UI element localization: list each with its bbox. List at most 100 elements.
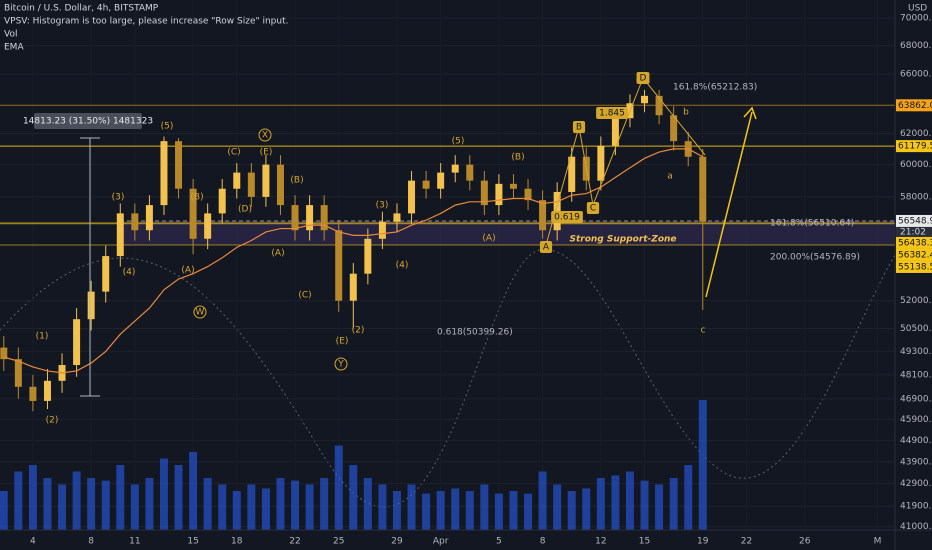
- x-tick-label: 15: [187, 537, 198, 547]
- volume-bar: [72, 471, 81, 530]
- y-tick-label: 49300.00: [900, 347, 932, 357]
- x-tick-label: 18: [231, 537, 243, 547]
- axis-labels: 70000.00 68000.00 66000.00 62000.00 60000.00…: [30, 14, 932, 547]
- volume-bar: [349, 465, 358, 530]
- volume-bar: [582, 488, 591, 530]
- volume-bar: [28, 465, 37, 530]
- candle-body: [422, 180, 430, 189]
- y-tick-label: 45900.00: [900, 415, 932, 425]
- y-tick-label: 50500.00: [900, 324, 932, 334]
- wave-label: (A): [271, 249, 284, 259]
- volume-bar: [538, 471, 547, 530]
- candle-body: [218, 188, 226, 214]
- price-label-box: [896, 260, 932, 273]
- fib-label: 0.618(50399.26): [437, 328, 513, 338]
- volume-bar: [378, 484, 387, 530]
- pattern-label: B: [576, 123, 582, 133]
- x-tick-label: 29: [391, 537, 403, 547]
- candle-body: [539, 200, 547, 231]
- volume-bar: [436, 491, 445, 530]
- pattern-label: 1.845: [599, 109, 625, 119]
- wave-label: X: [262, 131, 268, 141]
- candle-body: [0, 347, 8, 360]
- wave-label: (5): [452, 137, 465, 147]
- projection-arrow: [705, 111, 753, 298]
- y-tick-label: 58000.00: [900, 192, 932, 202]
- candle-body: [291, 205, 299, 231]
- y-tick-label: 52000.00: [900, 296, 932, 306]
- wave-label: (A): [181, 266, 194, 276]
- wave-label: (3): [376, 201, 389, 211]
- candle-body: [641, 95, 649, 104]
- candle-body: [524, 188, 532, 201]
- wave-label: (E): [260, 148, 273, 158]
- wave-label: c: [701, 326, 706, 336]
- volume-bar: [451, 488, 460, 530]
- wave-label: (4): [123, 268, 136, 278]
- x-tick-label: Apr: [433, 537, 449, 547]
- volume-bar: [247, 484, 256, 530]
- x-tick-label: 15: [639, 537, 650, 547]
- pattern-label: D: [640, 74, 647, 84]
- volume-bar: [684, 465, 693, 530]
- volume-bar: [524, 493, 533, 530]
- ema-line: [3, 148, 704, 374]
- x-tick-label: 22: [741, 537, 752, 547]
- volume-bar: [567, 491, 576, 530]
- volume-bar: [159, 458, 168, 530]
- volume-bar: [407, 484, 416, 530]
- candle-body: [699, 156, 707, 222]
- candle-body: [408, 180, 416, 214]
- volume-bar: [0, 491, 8, 530]
- fib-label: 200.00%(54576.89): [770, 253, 860, 263]
- candle-body: [189, 188, 197, 239]
- y-tick-label: 66000.00: [900, 69, 932, 79]
- candle-body: [145, 205, 153, 231]
- candle-body: [247, 172, 255, 197]
- volume-bar: [189, 452, 198, 530]
- wave-label: b: [683, 108, 689, 118]
- wave-label: (B): [190, 193, 203, 203]
- candle-body: [437, 172, 445, 189]
- candle-body: [364, 238, 372, 274]
- price-label: 61179.55: [898, 142, 932, 152]
- pattern-box: [596, 107, 628, 119]
- candle-body: [466, 164, 474, 181]
- pattern-box: [539, 241, 553, 253]
- volume-bar: [611, 475, 620, 530]
- wave-circle: [334, 357, 348, 371]
- pattern-box: [586, 202, 600, 214]
- volume-bar: [261, 488, 270, 530]
- candle-body: [175, 141, 183, 189]
- x-tick-label: 12: [595, 537, 606, 547]
- candle-body: [43, 380, 51, 401]
- price-label-box: [896, 214, 932, 227]
- volume-bar: [58, 484, 67, 530]
- volume-bar: [218, 484, 227, 530]
- axis-unit: USD: [908, 4, 927, 14]
- chart-title: Bitcoin / U.S. Dollar, 4h, BITSTAMP: [4, 4, 159, 14]
- candle-body: [276, 164, 284, 206]
- indicator: Vol: [4, 30, 17, 40]
- y-tick-label: 41000.00: [900, 522, 932, 532]
- pattern-box: [572, 121, 586, 133]
- x-tick-label: 26: [799, 537, 811, 547]
- y-tick-label: 62000.00: [900, 129, 932, 139]
- volume-bar: [655, 484, 664, 530]
- volume-bar: [14, 471, 23, 530]
- volume-bar: [43, 478, 52, 530]
- arrow-head: [743, 106, 757, 120]
- candle-body: [116, 213, 124, 257]
- wave-label: (A): [482, 234, 495, 244]
- volume-bar: [203, 478, 212, 530]
- wave-label: (2): [46, 416, 59, 426]
- x-tick-label: 11: [129, 537, 140, 547]
- candle-body: [568, 156, 576, 192]
- wave-label: (E): [336, 337, 349, 347]
- candle-body: [349, 273, 357, 301]
- candle-body: [262, 164, 270, 197]
- volume-bar: [305, 484, 314, 530]
- wave-label: (C): [227, 148, 240, 158]
- wave-label: (4): [396, 261, 409, 271]
